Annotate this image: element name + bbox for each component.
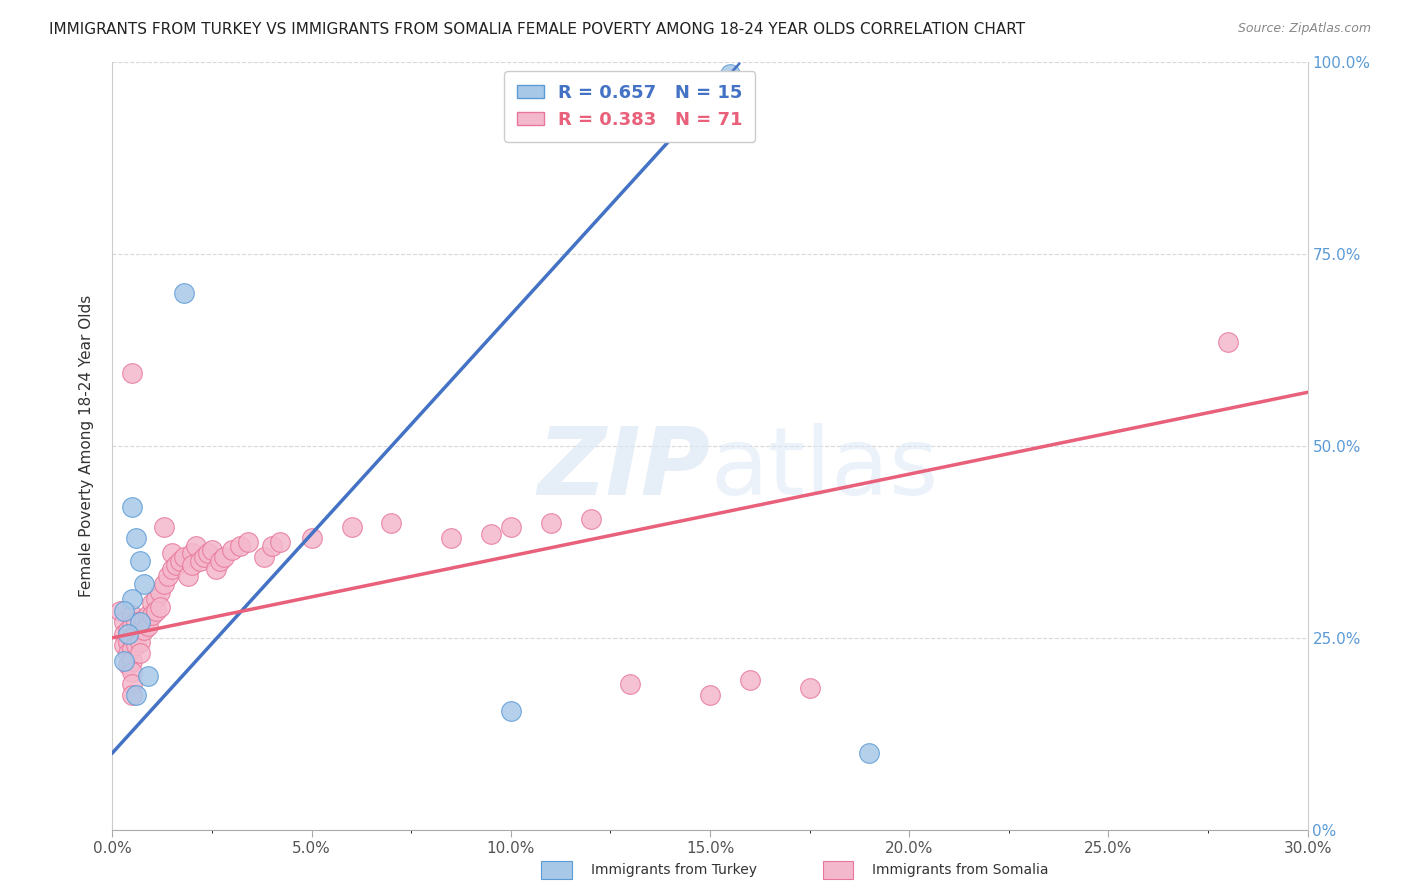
Point	[129, 615, 152, 630]
Point	[209, 554, 232, 568]
Point	[145, 604, 167, 618]
Point	[738, 673, 761, 687]
Point	[162, 562, 183, 576]
Point	[579, 512, 602, 526]
Point	[110, 604, 132, 618]
Y-axis label: Female Poverty Among 18-24 Year Olds: Female Poverty Among 18-24 Year Olds	[79, 295, 94, 597]
Text: ZIP: ZIP	[537, 423, 710, 515]
Point	[121, 366, 143, 380]
Point	[114, 615, 135, 630]
Point	[718, 67, 741, 81]
Point	[186, 539, 208, 553]
Point	[181, 546, 204, 560]
Point	[129, 623, 152, 637]
Point	[125, 627, 148, 641]
Point	[145, 592, 167, 607]
Legend: R = 0.657   N = 15, R = 0.383   N = 71: R = 0.657 N = 15, R = 0.383 N = 71	[503, 71, 755, 142]
Point	[269, 534, 291, 549]
Point	[125, 531, 148, 545]
Point	[117, 627, 139, 641]
Point	[114, 627, 135, 641]
Point	[260, 539, 283, 553]
Text: atlas: atlas	[710, 423, 938, 515]
Point	[301, 531, 323, 545]
Point	[121, 607, 143, 622]
Point	[153, 519, 176, 533]
Point	[121, 677, 143, 691]
Point	[141, 607, 163, 622]
Point	[1216, 335, 1239, 350]
Point	[114, 604, 135, 618]
Point	[129, 646, 152, 660]
Point	[499, 519, 522, 533]
Point	[121, 642, 143, 657]
Point	[141, 596, 163, 610]
Point	[121, 654, 143, 668]
Point	[117, 657, 139, 672]
Point	[619, 677, 641, 691]
Point	[380, 516, 402, 530]
Point	[157, 569, 180, 583]
Point	[699, 689, 721, 703]
Point	[197, 546, 219, 560]
Point	[125, 639, 148, 653]
Point	[134, 612, 156, 626]
Point	[162, 546, 183, 560]
Point	[205, 562, 228, 576]
Point	[125, 689, 148, 703]
Point	[149, 600, 172, 615]
Text: Immigrants from Somalia: Immigrants from Somalia	[872, 863, 1049, 877]
Text: Source: ZipAtlas.com: Source: ZipAtlas.com	[1237, 22, 1371, 36]
Point	[177, 569, 200, 583]
Point	[440, 531, 463, 545]
Point	[121, 689, 143, 703]
Point	[114, 654, 135, 668]
Point	[117, 634, 139, 648]
Point	[499, 704, 522, 718]
Point	[134, 623, 156, 637]
Point	[125, 615, 148, 630]
Point	[253, 550, 276, 565]
Point	[221, 542, 243, 557]
Point	[121, 592, 143, 607]
Point	[169, 554, 191, 568]
Point	[121, 619, 143, 633]
Point	[165, 558, 187, 572]
Point	[129, 634, 152, 648]
Point	[153, 577, 176, 591]
Point	[173, 550, 195, 565]
Point	[173, 285, 195, 300]
Point	[201, 542, 224, 557]
Point	[117, 623, 139, 637]
Point	[212, 550, 235, 565]
Point	[121, 500, 143, 515]
Point	[188, 554, 211, 568]
Text: Immigrants from Turkey: Immigrants from Turkey	[591, 863, 756, 877]
Point	[134, 577, 156, 591]
Point	[129, 554, 152, 568]
Point	[121, 665, 143, 680]
Point	[117, 646, 139, 660]
Point	[138, 619, 160, 633]
Point	[138, 607, 160, 622]
Point	[799, 681, 821, 695]
Point	[479, 527, 502, 541]
Point	[229, 539, 252, 553]
Point	[149, 584, 172, 599]
Point	[121, 631, 143, 645]
Point	[193, 550, 215, 565]
Point	[138, 669, 160, 683]
Point	[340, 519, 363, 533]
Point	[540, 516, 562, 530]
Text: IMMIGRANTS FROM TURKEY VS IMMIGRANTS FROM SOMALIA FEMALE POVERTY AMONG 18-24 YEA: IMMIGRANTS FROM TURKEY VS IMMIGRANTS FRO…	[49, 22, 1025, 37]
Point	[181, 558, 204, 572]
Point	[236, 534, 259, 549]
Point	[858, 746, 880, 760]
Point	[114, 639, 135, 653]
